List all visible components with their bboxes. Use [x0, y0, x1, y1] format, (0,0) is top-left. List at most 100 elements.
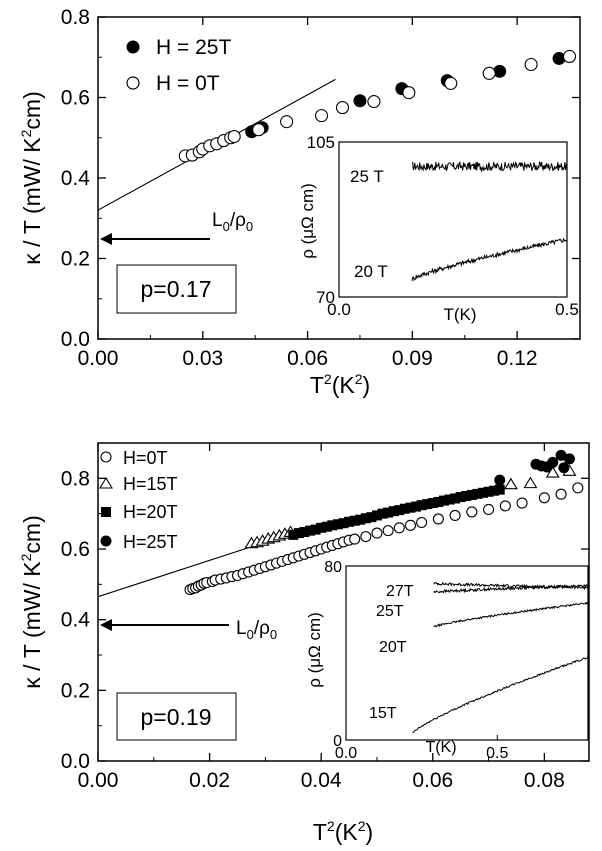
legend-marker-h25 — [126, 40, 140, 54]
x-tick-label: 0.09 — [392, 347, 433, 370]
data-point-open-circle — [252, 123, 266, 137]
annotation-box-top — [116, 264, 237, 314]
data-point-filled-square — [316, 522, 327, 533]
arrow-l0-rho0-top: L0/ρ0 — [100, 210, 253, 245]
legend-marker-h25 — [100, 535, 112, 547]
data-point-filled-square — [489, 485, 500, 496]
arrow-l0-rho0-bottom: L0/ρ0 — [100, 618, 277, 642]
data-point-filled-square — [466, 489, 477, 500]
inset-series-label-20t: 20T — [379, 639, 407, 656]
legend-top: H = 25T H = 0T — [126, 36, 231, 95]
data-point-open-circle — [402, 86, 416, 100]
data-point-filled-circle — [563, 453, 575, 465]
inset-x-tick-label: 0.0 — [327, 300, 351, 319]
data-point-filled-square — [450, 493, 461, 504]
y-tick-label: 0.6 — [61, 538, 90, 561]
data-point-filled-square — [494, 484, 505, 495]
data-point-open-triangle — [503, 477, 518, 490]
legend-label-h0: H = 0T — [156, 72, 220, 95]
data-point-filled-square — [411, 501, 422, 512]
plot-frame-bottom — [97, 442, 590, 762]
data-point-filled-square — [293, 528, 304, 539]
x-tick-label: 0.00 — [78, 347, 119, 370]
inset-y-tick-label: 70 — [316, 288, 335, 307]
y-axis-label-bottom: κ / T (mW/ K2cm) — [18, 515, 45, 688]
data-point-filled-circle — [552, 51, 566, 65]
data-point-open-circle — [466, 506, 478, 518]
y-tick-label: 0.4 — [61, 167, 91, 190]
inset-curve — [411, 237, 568, 282]
annotation-box-bottom — [116, 692, 237, 741]
arrow-head — [100, 619, 112, 631]
x-tick-label: 0.06 — [287, 347, 328, 370]
data-point-filled-square — [438, 495, 449, 506]
y-tick-label: 0.8 — [61, 6, 90, 29]
data-point-open-circle — [555, 488, 567, 500]
y-tick-label: 0.0 — [61, 328, 90, 351]
axis-ticks-top: 0.00 0.03 0.06 0.09 0.12 0.0 0.2 0.4 0.6 0.8 — [61, 6, 580, 370]
data-point-open-circle — [538, 492, 550, 504]
legend-marker-h20 — [101, 507, 111, 517]
y-tick-label: 0.2 — [61, 679, 90, 702]
x-tick-label: 0.00 — [78, 769, 119, 792]
y-tick-label: 0.4 — [61, 609, 91, 632]
data-point-filled-square — [349, 515, 360, 526]
data-point-open-circle — [382, 525, 394, 537]
data-point-open-circle — [393, 522, 405, 534]
legend-marker-h0 — [126, 76, 140, 90]
legend-label-h25: H=25T — [123, 532, 178, 552]
y-tick-label: 0.8 — [61, 467, 90, 490]
data-point-filled-circle — [353, 94, 367, 108]
arrow-head — [100, 233, 112, 245]
inset-ylabel-bottom: ρ (μΩ cm) — [305, 612, 324, 688]
data-point-filled-square — [371, 510, 382, 521]
data-point-open-circle — [314, 109, 329, 123]
inset-frame-top — [338, 141, 568, 298]
data-point-filled-square — [427, 498, 438, 509]
arrow-label-bottom: L0/ρ0 — [236, 618, 277, 642]
data-point-filled-square — [355, 514, 366, 525]
data-point-open-circle — [444, 76, 458, 90]
x-tick-label: 0.03 — [182, 347, 223, 370]
panel-bottom: 0.00 0.02 0.04 0.06 0.080.00.20.40.60.8 T2(K… — [18, 442, 590, 845]
data-point-filled-square — [472, 488, 483, 499]
inset-x-tick-label: 0.5 — [555, 300, 579, 319]
data-points-top — [178, 49, 577, 163]
data-point-filled-square — [405, 502, 416, 513]
x-tick-label: 0.08 — [524, 769, 565, 792]
legend-label-h20: H=20T — [123, 502, 178, 522]
data-point-filled-square — [433, 497, 444, 508]
data-point-open-circle — [483, 503, 495, 515]
arrow-label-top: L0/ρ0 — [212, 210, 253, 234]
legend-label-h0: H=0T — [123, 448, 168, 468]
data-point-filled-square — [299, 527, 310, 538]
inset-curve — [433, 583, 589, 594]
inset-xlabel-bottom: T(K) — [425, 739, 456, 756]
data-point-filled-square — [377, 508, 388, 519]
data-point-open-circle — [360, 531, 372, 543]
data-point-open-circle — [349, 533, 361, 545]
data-point-filled-square — [483, 486, 494, 497]
data-point-open-circle — [367, 94, 381, 109]
data-point-filled-square — [383, 507, 394, 518]
data-point-filled-square — [477, 487, 488, 498]
data-point-filled-circle — [558, 462, 570, 474]
inset-ylabel-top: ρ (μΩ cm) — [298, 183, 317, 259]
data-point-filled-circle — [547, 456, 559, 468]
data-point-open-circle — [572, 482, 584, 494]
inset-curves-bottom — [412, 581, 589, 734]
data-point-open-circle — [482, 66, 496, 80]
data-point-filled-square — [422, 499, 433, 510]
x-axis-label-bottom: T2(K2) — [313, 818, 373, 845]
data-point-filled-square — [366, 512, 377, 523]
inset-ticks-bottom: 0.0 0.5 0 80 — [324, 559, 508, 762]
data-point-open-circle — [516, 497, 528, 509]
data-point-filled-square — [332, 519, 343, 530]
data-point-filled-circle — [494, 474, 506, 486]
data-point-open-circle — [416, 516, 428, 529]
data-point-open-circle — [280, 115, 294, 129]
data-point-filled-square — [310, 524, 321, 535]
inset-curve — [411, 161, 568, 173]
legend-label-h25: H = 25T — [156, 36, 231, 59]
inset-bottom: 0.0 0.5 0 80 T(K) ρ (μΩ cm) 27T 25T 20T 15T — [305, 559, 589, 762]
